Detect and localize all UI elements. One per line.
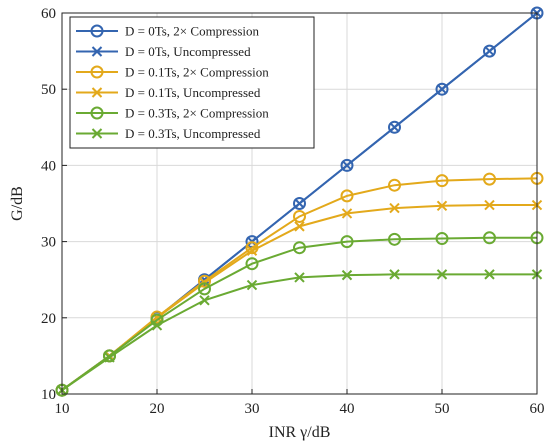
data-point — [435, 232, 449, 246]
legend-marker — [90, 24, 104, 38]
data-point — [341, 160, 353, 171]
data-point — [103, 349, 116, 363]
y-tick-label: 20 — [41, 311, 56, 327]
tick-layer: 10 20 30 40 50 60 10 20 30 40 50 60 — [41, 6, 545, 417]
data-point — [436, 83, 448, 95]
data-point — [389, 269, 400, 280]
series-layer — [55, 6, 544, 397]
x-axis-label: INR γ/dB — [269, 424, 331, 441]
data-point — [341, 269, 353, 281]
data-point — [483, 231, 496, 245]
x-tick-label: 40 — [340, 401, 355, 417]
legend-marker — [91, 128, 103, 139]
legend-label: D = 0.1Ts, Uncompressed — [125, 85, 261, 100]
y-axis-label: G/dB — [9, 186, 26, 221]
data-point — [388, 232, 401, 246]
series-5 — [55, 231, 544, 397]
legend-item: D = 0.3Ts, 2× Compression — [76, 106, 269, 121]
data-point — [484, 269, 495, 280]
legend-item: D = 0Ts, Uncompressed — [76, 44, 251, 59]
legend-marker — [91, 87, 103, 98]
legend-label: D = 0Ts, Uncompressed — [125, 44, 251, 59]
x-tick-label: 30 — [245, 401, 260, 417]
legend: D = 0Ts, 2× Compression D = 0Ts, Uncompre… — [69, 16, 315, 149]
legend-marker — [90, 106, 104, 120]
y-tick-label: 10 — [41, 387, 56, 403]
y-tick-label: 30 — [41, 235, 56, 251]
data-point — [199, 295, 210, 306]
legend-item: D = 0.1Ts, 2× Compression — [76, 65, 269, 80]
data-point — [294, 272, 305, 283]
data-point — [198, 274, 211, 288]
data-point — [435, 82, 449, 96]
data-point — [246, 279, 258, 291]
data-point — [104, 352, 115, 363]
legend-marker — [91, 46, 103, 57]
legend-marker — [90, 65, 104, 79]
legend-item: D = 0.1Ts, Uncompressed — [76, 85, 261, 100]
data-point — [341, 208, 353, 219]
legend-item: D = 0.3Ts, Uncompressed — [76, 126, 261, 141]
x-tick-label: 20 — [150, 401, 165, 417]
data-point — [435, 174, 449, 188]
data-point — [340, 158, 354, 172]
data-point — [483, 44, 496, 58]
data-point — [198, 282, 211, 296]
data-point — [484, 45, 495, 57]
data-point — [484, 199, 495, 211]
x-tick-label: 60 — [530, 401, 545, 417]
data-point — [389, 202, 400, 214]
data-point — [293, 209, 306, 223]
legend-item: D = 0Ts, 2× Compression — [76, 24, 260, 39]
data-point — [340, 189, 354, 203]
data-point — [436, 200, 448, 211]
data-point — [340, 235, 354, 249]
data-point — [293, 241, 306, 255]
x-tick-label: 10 — [55, 401, 70, 417]
data-point — [293, 197, 306, 210]
x-tick-label: 50 — [435, 401, 450, 417]
data-point — [388, 178, 401, 192]
y-tick-label: 40 — [41, 158, 56, 174]
legend-label: D = 0.3Ts, Uncompressed — [125, 126, 261, 141]
legend-box — [69, 16, 315, 149]
data-point — [388, 120, 401, 134]
data-point — [245, 257, 259, 271]
legend-label: D = 0.3Ts, 2× Compression — [125, 106, 269, 121]
data-point — [151, 320, 163, 331]
data-point — [294, 198, 305, 209]
plot-frame — [61, 12, 538, 395]
data-point — [246, 245, 258, 256]
legend-label: D = 0Ts, 2× Compression — [125, 24, 260, 39]
series-line — [61, 236, 537, 392]
data-point — [389, 122, 400, 133]
data-point — [483, 172, 496, 186]
legend-label: D = 0.1Ts, 2× Compression — [125, 65, 269, 80]
y-tick-label: 60 — [41, 6, 56, 22]
y-tick-label: 50 — [41, 82, 56, 98]
data-point — [294, 221, 305, 232]
data-point — [436, 269, 448, 280]
